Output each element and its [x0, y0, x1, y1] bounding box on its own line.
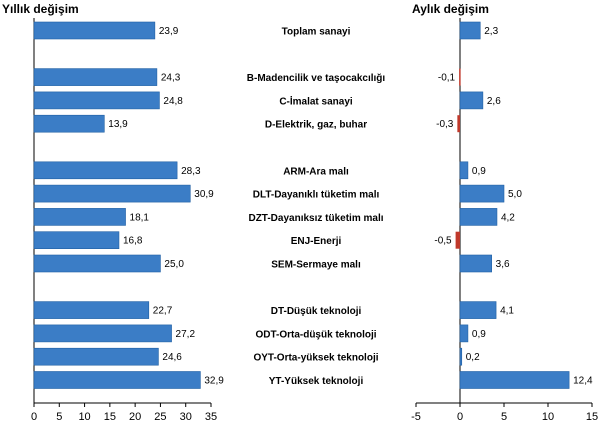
monthly-bar: [459, 254, 492, 273]
annual-bar: [33, 21, 156, 40]
monthly-value-label: 0,9: [472, 166, 486, 177]
annual-tick-label: 25: [154, 411, 166, 423]
annual-bar: [33, 324, 172, 343]
annual-tick-label: 0: [31, 411, 37, 423]
monthly-value-label: 2,3: [484, 26, 498, 37]
annual-bar: [33, 184, 191, 203]
annual-value-label: 24,6: [162, 352, 182, 363]
monthly-value-label: -0,1: [438, 73, 456, 84]
annual-bar: [33, 161, 178, 180]
category-label: SEM-Sermaye malı: [271, 260, 361, 271]
monthly-value-label: 5,0: [508, 189, 522, 200]
annual-tick-label: 10: [78, 411, 90, 423]
annual-value-label: 18,1: [130, 212, 150, 223]
annual-bar: [33, 68, 158, 86]
category-label: DT-Düşük teknoloji: [271, 306, 362, 317]
annual-tick-label: 5: [56, 411, 62, 423]
monthly-bar: [455, 231, 460, 249]
annual-change-panel: Yıllık değişim 0 5 10 15 20 25 30 35 23,9 24,3 24,8…: [2, 2, 224, 423]
annual-bar: [33, 231, 120, 249]
category-label: ARM-Ara malı: [283, 166, 349, 177]
annual-bar: [33, 208, 126, 226]
monthly-bar: [459, 324, 469, 343]
annual-value-label: 28,3: [181, 166, 201, 177]
annual-value-label: 32,9: [204, 376, 224, 387]
monthly-bar: [459, 21, 481, 40]
annual-bar: [33, 371, 201, 389]
monthly-bar: [459, 371, 570, 389]
monthly-bar: [457, 115, 460, 133]
category-label: ENJ-Enerji: [291, 236, 342, 247]
monthly-tick-label: 5: [501, 411, 507, 423]
category-label: OYT-Orta-yüksek teknoloji: [253, 353, 378, 364]
monthly-value-label: 4,1: [500, 306, 514, 317]
category-label: DZT-Dayanıksız tüketim malı: [248, 213, 383, 224]
annual-value-label: 27,2: [176, 329, 196, 340]
monthly-change-panel: Aylık değişim -5 0 5 10 15 2,3 -0,1 2,6 -0,3 0,9 5,…: [411, 2, 598, 423]
annual-bar: [33, 114, 105, 133]
annual-value-label: 24,3: [161, 73, 181, 84]
annual-value-label: 30,9: [194, 189, 214, 200]
monthly-tick-label: 10: [542, 411, 554, 423]
annual-value-label: 13,9: [108, 119, 128, 130]
annual-bar: [33, 254, 161, 273]
monthly-bar: [459, 161, 469, 180]
annual-bar: [33, 347, 159, 366]
monthly-bar: [459, 91, 484, 110]
category-label: YT-Yüksek teknoloji: [269, 376, 364, 387]
monthly-value-label: 12,4: [573, 376, 593, 387]
monthly-value-label: 0,2: [466, 352, 480, 363]
category-label: ODT-Orta-düşük teknoloji: [255, 329, 376, 340]
monthly-value-label: 2,6: [487, 96, 501, 107]
annual-title: Yıllık değişim: [2, 2, 79, 16]
category-labels: Toplam sanayi B-Madencilik ve taşocakcılı…: [247, 27, 386, 388]
annual-bar: [33, 301, 150, 319]
category-label: Toplam sanayi: [282, 27, 351, 38]
monthly-tick-label: 0: [457, 411, 463, 423]
annual-value-label: 24,8: [163, 96, 183, 107]
monthly-value-label: -0,3: [436, 119, 454, 130]
monthly-bar: [459, 301, 497, 319]
monthly-value-label: 4,2: [501, 212, 515, 223]
monthly-bar: [459, 68, 461, 86]
annual-tick-label: 30: [180, 411, 192, 423]
monthly-title: Aylık değişim: [412, 2, 489, 16]
category-label: C-İmalat sanayi: [279, 94, 353, 107]
annual-bar: [33, 91, 160, 110]
annual-tick-label: 15: [104, 411, 116, 423]
category-label: D-Elektrik, gaz, buhar: [265, 120, 367, 131]
monthly-value-label: 0,9: [472, 329, 486, 340]
monthly-tick-label: 15: [586, 411, 598, 423]
monthly-value-label: 3,6: [496, 259, 510, 270]
annual-value-label: 16,8: [123, 236, 143, 247]
annual-value-label: 25,0: [164, 259, 184, 270]
monthly-bar: [459, 184, 505, 203]
annual-value-label: 23,9: [159, 26, 179, 37]
category-label: B-Madencilik ve taşocakcılığı: [247, 73, 386, 84]
monthly-tick-label: -5: [411, 411, 421, 423]
monthly-bar: [459, 208, 498, 226]
monthly-bar: [459, 347, 463, 366]
annual-tick-label: 20: [129, 411, 141, 423]
monthly-value-label: -0,5: [434, 236, 452, 247]
annual-value-label: 22,7: [153, 306, 173, 317]
annual-tick-label: 35: [205, 411, 217, 423]
category-label: DLT-Dayanıklı tüketim malı: [253, 190, 380, 201]
